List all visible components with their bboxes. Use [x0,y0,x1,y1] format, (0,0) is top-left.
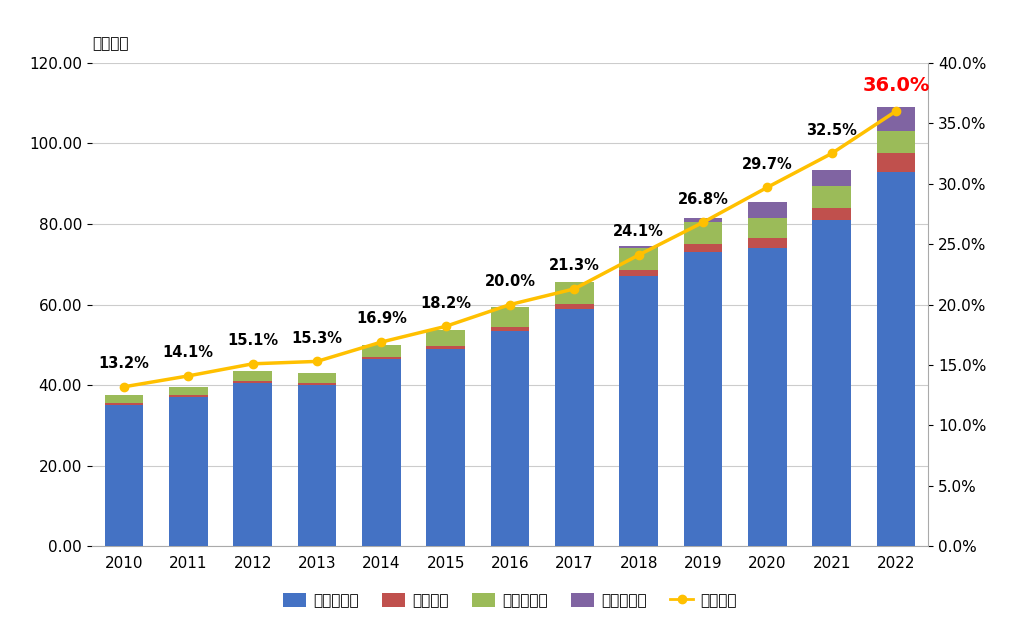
Text: 13.2%: 13.2% [99,356,149,371]
Bar [811,170,850,186]
Bar [554,304,593,308]
Bar [876,171,914,546]
Bar [683,252,721,546]
Bar [426,345,465,349]
Bar [554,308,593,546]
Text: 18.2%: 18.2% [420,296,471,311]
Bar [876,153,914,171]
Bar [362,359,400,546]
Bar [362,357,400,359]
Bar [619,270,657,276]
Bar [619,248,657,270]
Bar [490,306,529,327]
Bar [683,218,721,222]
Bar [619,276,657,546]
Bar [298,385,336,546]
Bar [105,403,143,405]
Bar [233,383,272,546]
Bar [105,395,143,403]
Bar [426,330,465,345]
Bar [876,131,914,153]
Bar [747,238,786,248]
Bar [233,371,272,381]
Bar [683,244,721,252]
Bar [426,349,465,546]
Bar [233,381,272,383]
Text: 16.9%: 16.9% [356,311,407,327]
Bar [811,208,850,220]
Bar [362,345,400,357]
Text: 32.5%: 32.5% [805,122,856,138]
Bar [683,222,721,244]
Bar [169,398,208,546]
Bar [619,246,657,248]
Bar [747,202,786,218]
Bar [169,395,208,398]
Bar [298,383,336,385]
Bar [105,405,143,546]
Text: 21.3%: 21.3% [548,258,599,273]
Bar [876,107,914,131]
Bar [811,220,850,546]
Bar [811,186,850,208]
Bar [298,373,336,383]
Bar [169,387,208,395]
Text: 29.7%: 29.7% [741,156,792,171]
Text: 14.1%: 14.1% [163,345,214,360]
Text: 20.0%: 20.0% [484,274,535,289]
Text: 24.1%: 24.1% [612,224,663,239]
Text: （兆円）: （兆円） [92,36,128,51]
Bar [747,248,786,546]
Bar [490,331,529,546]
Text: 15.1%: 15.1% [227,333,278,348]
Text: 15.3%: 15.3% [291,331,342,345]
Legend: クレジット, デビット, 電子マネー, コード決済, 決済比率: クレジット, デビット, 電子マネー, コード決済, 決済比率 [276,587,743,614]
Bar [747,218,786,238]
Bar [490,327,529,331]
Bar [554,281,593,304]
Text: 26.8%: 26.8% [677,192,728,207]
Text: 36.0%: 36.0% [861,77,928,95]
